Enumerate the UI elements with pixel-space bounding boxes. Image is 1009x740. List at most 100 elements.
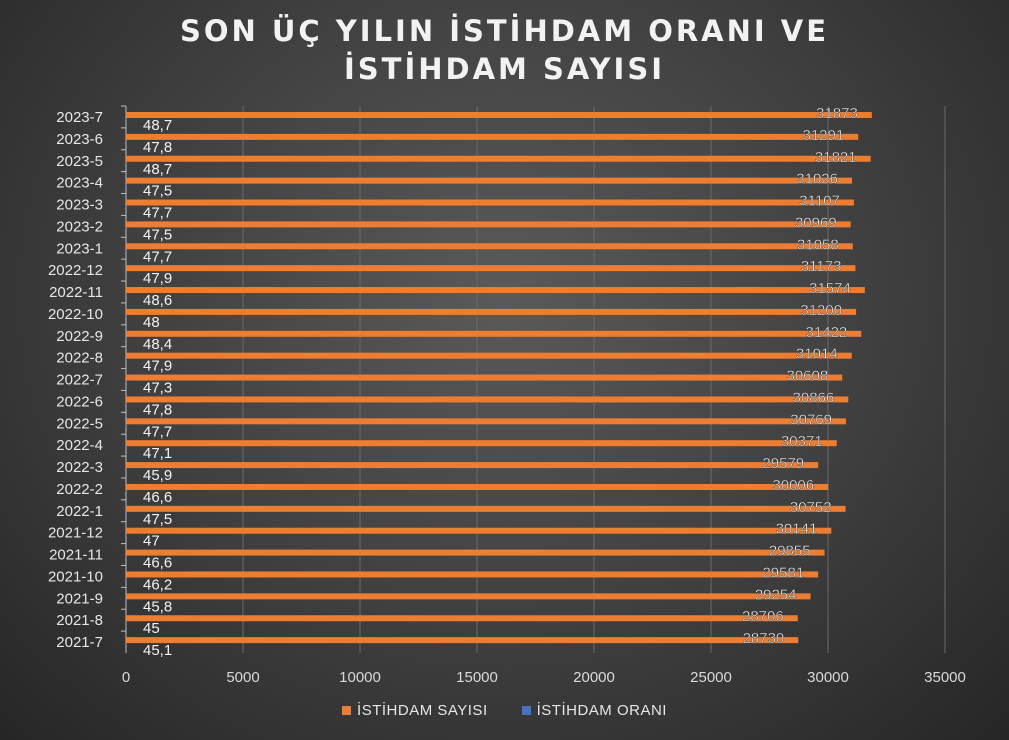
bar-employment-rate xyxy=(126,358,128,361)
bar-employment-rate xyxy=(126,468,128,471)
y-category-label: 2023-3 xyxy=(56,197,103,214)
y-category-label: 2021-11 xyxy=(49,547,103,564)
data-label-employment-rate: 47,1 xyxy=(143,445,172,462)
data-label-employment-count: 30752 xyxy=(790,499,832,516)
bar-employment-rate xyxy=(126,621,128,624)
bar-employment-rate xyxy=(126,380,128,383)
y-category-label: 2023-2 xyxy=(56,218,103,235)
bar-employment-rate xyxy=(126,183,128,186)
y-category-label: 2023-1 xyxy=(56,240,103,257)
bar-employment-rate xyxy=(126,555,128,558)
data-label-employment-count: 31026 xyxy=(796,171,838,188)
bar-employment-count xyxy=(126,243,853,250)
bar-employment-count xyxy=(126,308,857,315)
data-label-employment-count: 30371 xyxy=(781,433,823,450)
bar-employment-rate xyxy=(126,489,128,492)
x-tick-label-7: 35000 xyxy=(924,669,966,686)
bar-employment-count xyxy=(126,396,849,403)
bar-employment-rate xyxy=(126,205,128,208)
data-label-employment-count: 30769 xyxy=(790,411,832,428)
bar-employment-rate xyxy=(126,336,128,339)
data-label-employment-rate: 48,4 xyxy=(143,336,172,353)
data-label-employment-count: 31422 xyxy=(806,324,848,341)
data-label-employment-count: 29581 xyxy=(762,564,804,581)
data-label-employment-rate: 47,7 xyxy=(143,248,172,265)
bar-employment-rate xyxy=(126,271,128,274)
x-tick-label-5: 25000 xyxy=(690,669,732,686)
chart-legend: İSTİHDAM SAYISI İSTİHDAM ORANI xyxy=(0,702,1009,719)
y-category-label: 2022-5 xyxy=(56,415,103,432)
data-label-employment-count: 30969 xyxy=(795,214,837,231)
bar-employment-rate xyxy=(126,402,128,405)
data-label-employment-rate: 46,6 xyxy=(143,555,172,572)
y-category-label: 2022-8 xyxy=(56,350,103,367)
data-label-employment-rate: 47,7 xyxy=(143,423,172,440)
data-label-employment-rate: 48,7 xyxy=(143,117,172,134)
data-label-employment-count: 31058 xyxy=(797,236,839,253)
data-label-employment-rate: 47,5 xyxy=(143,226,172,243)
data-label-employment-count: 30866 xyxy=(793,389,835,406)
x-tick-label-4: 20000 xyxy=(573,669,615,686)
bar-employment-count xyxy=(126,483,829,490)
bar-employment-rate xyxy=(126,314,128,317)
bar-employment-count xyxy=(126,527,832,534)
data-label-employment-rate: 45,9 xyxy=(143,467,172,484)
y-category-label: 2023-7 xyxy=(56,109,103,126)
y-category-label: 2021-12 xyxy=(48,525,103,542)
data-label-employment-rate: 47,7 xyxy=(143,205,172,222)
chart-title-line-1: SON ÜÇ YILIN İSTİHDAM ORANI VE xyxy=(179,14,830,48)
y-category-label: 2021-7 xyxy=(56,634,103,651)
data-label-employment-rate: 45 xyxy=(143,620,160,637)
bar-employment-rate xyxy=(126,139,128,142)
bar-employment-rate xyxy=(126,161,128,164)
data-label-employment-rate: 46,2 xyxy=(143,576,172,593)
x-tick-label-3: 15000 xyxy=(456,669,498,686)
legend-item-employment-rate: İSTİHDAM ORANI xyxy=(521,702,667,719)
bar-employment-count xyxy=(126,112,872,118)
data-label-employment-count: 31200 xyxy=(800,302,842,319)
legend-swatch-orange xyxy=(342,706,352,715)
y-category-label: 2022-10 xyxy=(48,306,103,323)
bar-employment-rate xyxy=(126,118,128,120)
bar-employment-rate xyxy=(126,446,128,449)
data-label-employment-rate: 45,1 xyxy=(143,642,172,659)
data-label-employment-count: 31291 xyxy=(802,127,844,144)
data-label-employment-rate: 48,7 xyxy=(143,161,172,178)
data-label-employment-rate: 47,5 xyxy=(143,511,172,528)
bar-employment-rate xyxy=(126,249,128,252)
data-label-employment-rate: 47,3 xyxy=(143,380,172,397)
bar-employment-count xyxy=(126,593,811,600)
bar-employment-rate xyxy=(126,643,128,646)
data-label-employment-count: 30608 xyxy=(787,368,829,385)
bar-employment-count xyxy=(126,221,851,228)
data-label-employment-rate: 47 xyxy=(143,533,160,550)
data-label-employment-rate: 47,8 xyxy=(143,139,172,156)
data-label-employment-count: 30006 xyxy=(772,477,814,494)
data-label-employment-rate: 48 xyxy=(143,314,160,331)
data-label-employment-count: 29579 xyxy=(762,455,804,472)
bar-employment-count xyxy=(126,265,856,272)
data-label-employment-count: 28706 xyxy=(742,608,784,625)
bar-employment-count xyxy=(126,418,846,425)
bar-employment-count xyxy=(126,637,799,644)
data-label-employment-rate: 47,8 xyxy=(143,401,172,418)
data-label-employment-count: 31173 xyxy=(801,258,842,275)
bar-employment-count xyxy=(126,352,852,359)
data-label-employment-count: 28730 xyxy=(743,630,785,647)
bar-employment-count xyxy=(126,177,853,184)
y-category-label: 2023-6 xyxy=(56,131,103,148)
y-category-label: 2022-11 xyxy=(49,284,103,301)
data-label-employment-rate: 45,8 xyxy=(143,598,172,615)
bar-employment-count xyxy=(126,374,843,381)
data-label-employment-rate: 48,6 xyxy=(143,292,172,309)
data-label-employment-count: 30141 xyxy=(776,521,818,538)
data-label-employment-count: 31873 xyxy=(816,105,858,122)
bar-employment-rate xyxy=(126,293,128,296)
data-label-employment-count: 31014 xyxy=(796,346,838,363)
y-category-label: 2023-4 xyxy=(56,175,103,192)
legend-label-employment-count: İSTİHDAM SAYISI xyxy=(357,702,488,719)
bar-employment-count xyxy=(126,330,862,337)
bar-employment-rate xyxy=(126,511,128,514)
bar-employment-count xyxy=(126,287,865,294)
